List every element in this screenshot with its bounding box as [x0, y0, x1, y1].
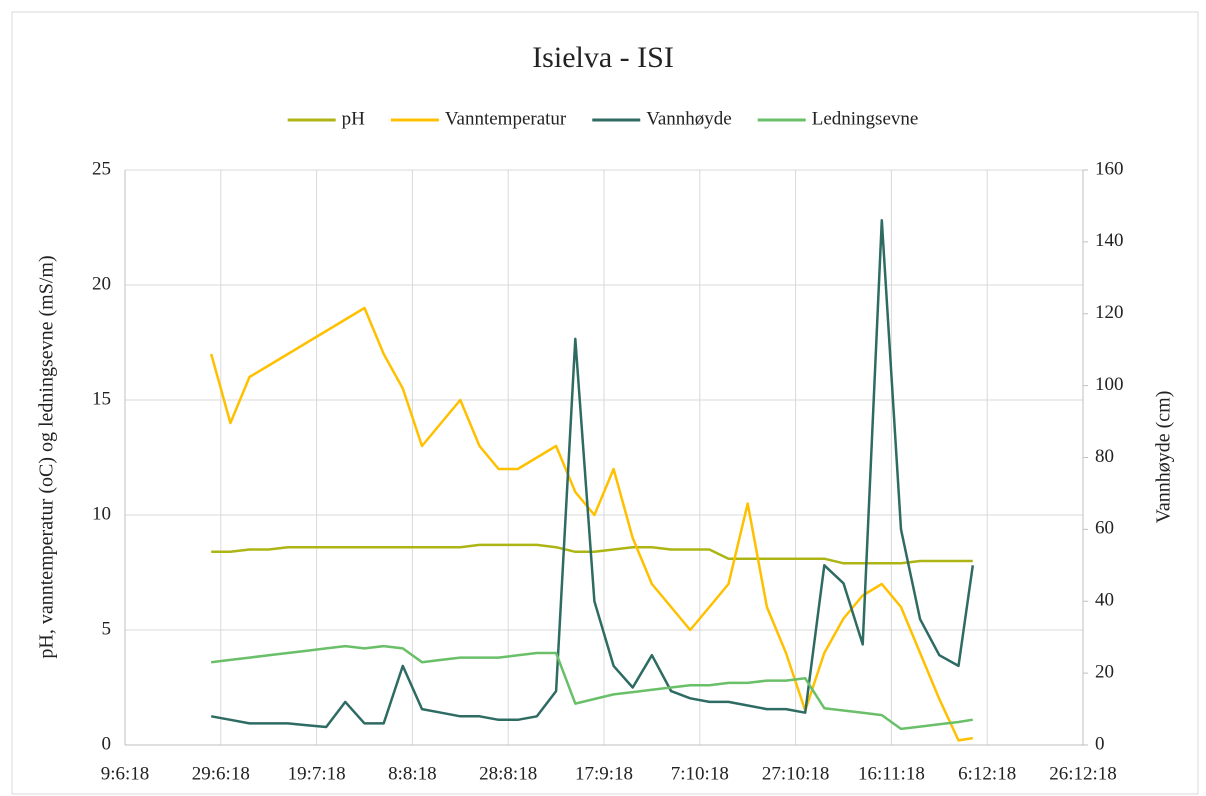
y2-tick-label: 0 [1095, 733, 1105, 754]
x-tick-label: 8:8:18 [388, 763, 437, 784]
y-tick-label: 10 [92, 503, 111, 524]
x-tick-label: 17:9:18 [575, 763, 633, 784]
legend-label: Vanntemperatur [445, 108, 567, 129]
x-tick-label: 7:10:18 [671, 763, 729, 784]
y2-tick-label: 20 [1095, 661, 1114, 682]
legend-label: Vannhøyde [646, 108, 731, 129]
y-tick-label: 15 [92, 388, 111, 409]
y2-tick-label: 80 [1095, 446, 1114, 467]
y2-tick-label: 40 [1095, 590, 1114, 611]
legend-label: pH [342, 108, 366, 129]
chart-frame [11, 11, 1199, 795]
legend-label: Ledningsevne [812, 108, 919, 129]
series-line [209, 306, 973, 742]
x-tick-label: 16:11:18 [858, 763, 925, 784]
x-tick-label: 29:6:18 [192, 763, 250, 784]
x-tick-label: 28:8:18 [479, 763, 537, 784]
y2-tick-label: 120 [1095, 302, 1124, 323]
x-tick-label: 6:12:18 [958, 763, 1016, 784]
series-line [211, 644, 973, 731]
series-line [210, 219, 975, 729]
y2-tick-label: 100 [1095, 374, 1124, 395]
x-tick-label: 9:6:18 [101, 763, 150, 784]
y2-axis-label: Vannhøyde (cm) [1153, 391, 1175, 524]
series-line [211, 543, 973, 565]
x-tick-label: 19:7:18 [288, 763, 346, 784]
x-tick-label: 27:10:18 [762, 763, 830, 784]
y-axis-label: pH, vanntemperatur (oC) og ledningsevne … [36, 255, 58, 658]
y-tick-label: 0 [102, 733, 112, 754]
x-tick-label: 26:12:18 [1049, 763, 1117, 784]
y2-tick-label: 60 [1095, 518, 1114, 539]
chart-title: Isielva - ISI [532, 41, 674, 74]
y2-tick-label: 140 [1095, 230, 1124, 251]
y-tick-label: 25 [92, 158, 111, 179]
y-tick-label: 20 [92, 273, 111, 294]
y-tick-label: 5 [102, 618, 112, 639]
y2-tick-label: 160 [1095, 158, 1124, 179]
